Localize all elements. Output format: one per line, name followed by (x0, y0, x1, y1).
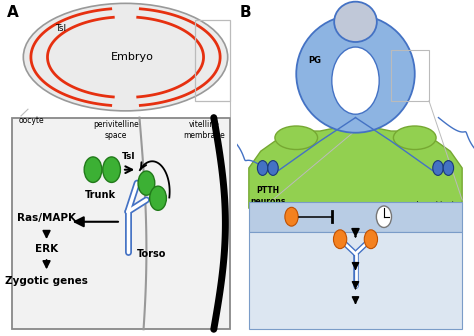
Circle shape (150, 186, 166, 210)
Circle shape (333, 230, 347, 249)
Text: Zygotic genes: Zygotic genes (5, 276, 88, 286)
Bar (195, 20, 230, 101)
Ellipse shape (23, 3, 228, 111)
Text: oocyte: oocyte (18, 116, 44, 125)
Text: PG: PG (309, 56, 322, 65)
Text: Embryo: Embryo (111, 52, 154, 62)
Text: CA: CA (349, 17, 362, 26)
Circle shape (285, 207, 298, 226)
Circle shape (443, 161, 454, 175)
FancyBboxPatch shape (249, 202, 462, 232)
Circle shape (433, 161, 443, 175)
Text: PG cell: PG cell (255, 234, 281, 243)
Text: Tsl: Tsl (55, 24, 66, 33)
Text: Ecdysteroidogenesis: Ecdysteroidogenesis (303, 308, 408, 317)
Text: CC: CC (349, 105, 362, 114)
Text: vitelline
membrane: vitelline membrane (183, 120, 225, 140)
FancyBboxPatch shape (249, 232, 462, 329)
Circle shape (257, 161, 268, 175)
Circle shape (138, 171, 155, 195)
Text: sNPF
PDF: sNPF PDF (341, 211, 360, 230)
Text: ERK: ERK (346, 280, 365, 288)
Circle shape (84, 157, 102, 182)
Circle shape (103, 157, 120, 182)
Ellipse shape (334, 2, 377, 42)
Circle shape (268, 161, 278, 175)
Text: A: A (7, 5, 19, 20)
FancyBboxPatch shape (12, 118, 230, 329)
Text: Tsl: Tsl (122, 152, 136, 161)
Text: Ras/MAPK: Ras/MAPK (17, 213, 76, 223)
Text: PTTH
neurons: PTTH neurons (250, 186, 285, 206)
Circle shape (376, 206, 392, 227)
Text: ERK: ERK (35, 244, 58, 254)
Text: Trunk: Trunk (84, 190, 116, 200)
Ellipse shape (332, 47, 379, 114)
Ellipse shape (275, 126, 318, 150)
Text: Ras/MAPK: Ras/MAPK (330, 265, 381, 275)
Text: Larval brain: Larval brain (416, 201, 457, 207)
Text: PTTH neuron: PTTH neuron (255, 202, 304, 211)
Text: PTTH: PTTH (257, 212, 284, 221)
Ellipse shape (393, 126, 436, 150)
Ellipse shape (296, 15, 415, 133)
Polygon shape (249, 124, 462, 208)
Text: perivitelline
space: perivitelline space (93, 120, 139, 140)
Text: Torso: Torso (137, 249, 166, 259)
Circle shape (364, 230, 378, 249)
Text: B: B (239, 5, 251, 20)
